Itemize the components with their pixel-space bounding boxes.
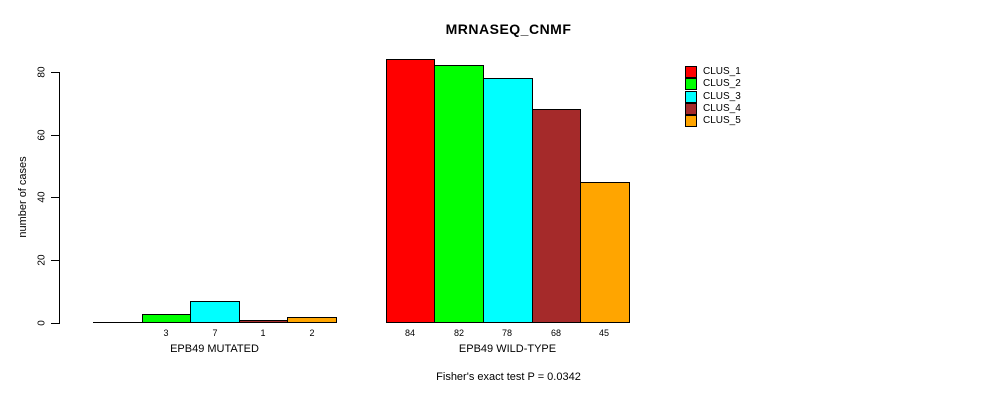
y-axis-tick — [51, 135, 59, 136]
y-axis-tick — [51, 323, 59, 324]
y-axis-tick-label: 40 — [36, 191, 48, 203]
legend-label: CLUS_1 — [703, 66, 741, 77]
bar-clus_4 — [532, 109, 581, 323]
bar-value-label: 7 — [212, 328, 218, 338]
bar-value-label: 82 — [453, 328, 465, 338]
y-axis-label: number of cases — [17, 156, 29, 238]
bar-value-label: 78 — [501, 328, 513, 338]
group-label-epb49-mutated: EPB49 MUTATED — [170, 343, 259, 355]
legend-swatch-icon — [685, 90, 697, 103]
y-axis-tick-label: 60 — [36, 128, 48, 141]
bar-clus_3 — [483, 78, 533, 323]
bar-clus_2 — [142, 314, 191, 323]
chart-title: MRNASEQ_CNMF — [445, 21, 572, 37]
legend-label: CLUS_4 — [703, 102, 741, 114]
y-axis-tick — [51, 260, 59, 261]
bar-clus_2 — [434, 65, 484, 323]
y-axis-tick — [51, 72, 59, 73]
bar-value-label: 68 — [550, 328, 562, 338]
y-axis-line — [59, 71, 60, 324]
bar-clus_1-zero — [93, 322, 143, 323]
legend-swatch-icon — [685, 66, 697, 78]
bar-value-label: 45 — [598, 328, 610, 338]
y-axis-tick-label: 80 — [36, 66, 48, 78]
group-label-epb49-wild-type: EPB49 WILD-TYPE — [458, 343, 557, 355]
bar-clus_5 — [287, 317, 337, 323]
legend-label: CLUS_2 — [703, 78, 741, 90]
bar-clus_5 — [580, 182, 630, 323]
legend-label: CLUS_3 — [703, 90, 741, 102]
bar-value-label: 2 — [309, 328, 315, 338]
legend-swatch-icon — [685, 115, 697, 128]
legend-label: CLUS_5 — [703, 115, 741, 127]
bar-clus_1 — [386, 59, 435, 323]
bar-value-label: 3 — [163, 328, 169, 338]
y-axis-tick-label: 0 — [36, 320, 48, 326]
y-axis-tick — [51, 197, 59, 198]
bar-value-label: 1 — [260, 328, 266, 338]
bar-clus_3 — [190, 301, 240, 323]
bar-value-label: 84 — [404, 328, 416, 338]
fisher-test-annotation: Fisher's exact test P = 0.0342 — [436, 371, 581, 383]
y-axis-tick-label: 20 — [36, 254, 48, 266]
bar-clus_4 — [239, 320, 288, 323]
legend-swatch-icon — [685, 78, 697, 91]
legend-swatch-icon — [685, 102, 697, 115]
